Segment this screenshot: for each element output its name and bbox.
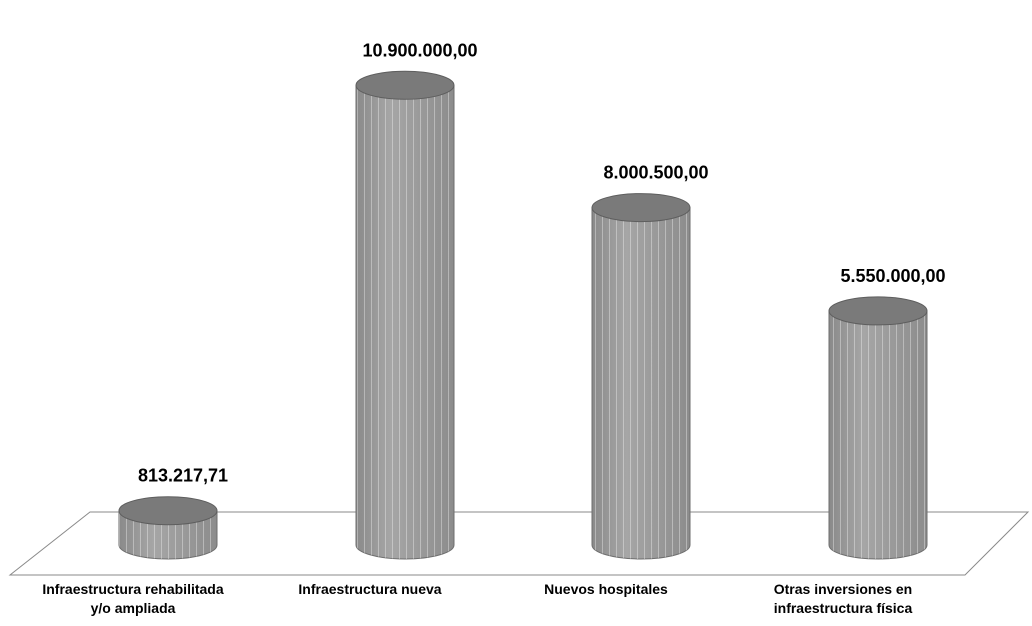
bar-3 — [828, 296, 928, 560]
data-label: 8.000.500,00 — [603, 163, 708, 183]
bars-group — [118, 70, 928, 560]
data-label: 5.550.000,00 — [840, 266, 945, 286]
bar-0 — [118, 496, 218, 560]
bar-stripes — [356, 85, 454, 559]
category-label: y/o ampliada — [91, 600, 176, 616]
bar-2 — [591, 193, 691, 560]
chart-floor — [8, 511, 1030, 576]
category-label: Infraestructura rehabilitada — [42, 581, 223, 597]
category-label: Nuevos hospitales — [544, 581, 668, 597]
category-label: Otras inversiones en — [774, 581, 913, 597]
data-label: 813.217,71 — [138, 466, 228, 486]
bar-top — [828, 296, 928, 326]
bar-top — [118, 496, 218, 526]
bar-top — [591, 193, 691, 223]
data-label: 10.900.000,00 — [362, 40, 477, 60]
bar-top — [355, 70, 455, 100]
labels-group: 813.217,71 Infraestructura rehabilitada y/… — [42, 40, 945, 616]
bar-stripes — [829, 310, 927, 559]
bar-1 — [355, 70, 455, 560]
bar-stripes — [592, 207, 690, 559]
category-label: infraestructura física — [774, 600, 913, 616]
category-label: Infraestructura nueva — [298, 581, 441, 597]
